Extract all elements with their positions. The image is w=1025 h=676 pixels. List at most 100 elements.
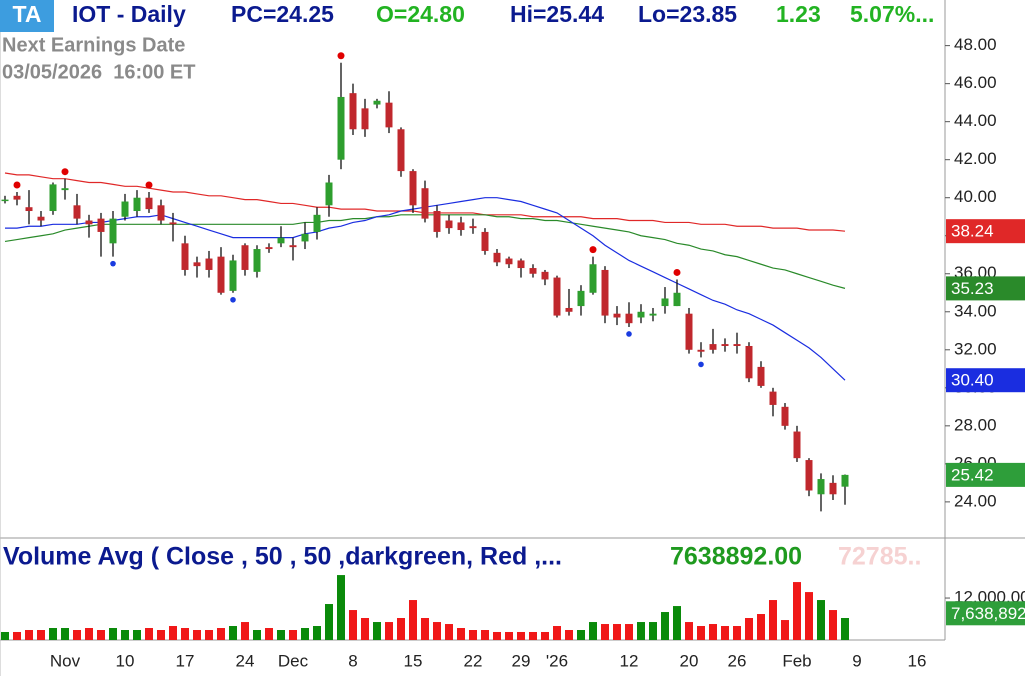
x-tick-label: 29 (512, 651, 531, 670)
swing-high-marker (589, 246, 597, 254)
volume-bar (793, 582, 801, 640)
x-tick-label: 15 (404, 651, 423, 670)
candle-body (589, 264, 597, 293)
candle-body (37, 216, 45, 221)
candle-body (133, 197, 141, 212)
volume-bar (385, 622, 393, 640)
volume-bar (421, 618, 429, 640)
volume-bar (301, 628, 309, 640)
volume-bar (337, 575, 345, 640)
badge[interactable] (0, 0, 54, 32)
volume-bar (661, 612, 669, 640)
candle-body (121, 201, 129, 217)
candle-body (1, 199, 9, 202)
y-tick-label: 28.00 (954, 415, 997, 434)
volume-bar (277, 630, 285, 640)
high: Hi=25.44 (510, 1, 604, 27)
candle-body (721, 344, 729, 346)
swing-high-marker (337, 52, 345, 60)
candle-body (457, 222, 465, 231)
candle-body (733, 344, 741, 346)
swing-low-marker (698, 361, 704, 368)
x-tick-label: 24 (236, 651, 255, 670)
x-tick-label: 17 (176, 651, 195, 670)
candle-body (145, 197, 153, 210)
candle-body (745, 345, 753, 379)
volume-bar (145, 628, 153, 640)
volume-bar (709, 624, 717, 640)
x-tick-label: 12 (620, 651, 639, 670)
x-tick-label: 10 (116, 651, 135, 670)
volume-bar (481, 630, 489, 640)
volume-bar (313, 626, 321, 640)
badge-text[interactable]: TA (13, 1, 42, 27)
candle-body (793, 431, 801, 459)
volume-bar (121, 630, 129, 640)
volume-bar (49, 628, 57, 640)
candle-body (685, 313, 693, 350)
candle-body (97, 218, 105, 232)
candle-body (697, 349, 705, 352)
volume-bar (181, 628, 189, 640)
candle-body (625, 313, 633, 324)
x-tick-label: 9 (852, 651, 861, 670)
candle-body (397, 129, 405, 172)
candle-body (241, 245, 249, 270)
x-tick-label: Feb (782, 651, 811, 670)
candle-body (385, 102, 393, 128)
swing-high-marker (13, 181, 21, 189)
volume-extra-value: 72785.. (838, 543, 921, 571)
volume-bar (349, 610, 357, 640)
candle-body (13, 195, 21, 200)
candle-body (277, 237, 285, 244)
y-tick-label: 46.00 (954, 73, 997, 92)
candle-body (325, 182, 333, 206)
volume-bar (409, 600, 417, 640)
volume-bar (61, 628, 69, 640)
volume-bar (745, 618, 753, 640)
volume-bar (325, 604, 333, 640)
earnings-date: 03/05/2026 16:00 ET (2, 61, 195, 83)
ma-tag (946, 368, 1025, 393)
close-tag (946, 462, 1025, 487)
volume-bar (613, 624, 621, 640)
volume-bar (265, 628, 273, 640)
candle-body (349, 93, 357, 130)
prev-close: PC=24.25 (231, 1, 334, 27)
candle-body (193, 262, 201, 267)
volume-bar (193, 630, 201, 640)
candle-body (661, 298, 669, 307)
volume-bar (637, 622, 645, 640)
ma-tag-label: 38.24 (951, 222, 994, 241)
volume-avg-value: 7638892.00 (670, 543, 802, 571)
candle-body (445, 220, 453, 229)
volume-bar (505, 631, 513, 640)
y-tick-label: 44.00 (954, 111, 997, 130)
candle-body (817, 479, 825, 495)
ma-tag (946, 276, 1025, 301)
candle-body (61, 188, 69, 191)
candle-body (529, 268, 537, 274)
earnings-label: Next Earnings Date (2, 34, 185, 56)
symbol: IOT - Daily (72, 1, 186, 27)
volume-bar (541, 631, 549, 640)
candle-body (289, 245, 297, 248)
volume-bar (673, 606, 681, 640)
volume-bar (649, 622, 657, 640)
candle-body (613, 313, 621, 318)
candle-body (841, 474, 849, 487)
volume-bar (457, 628, 465, 640)
volume-bar (157, 630, 165, 640)
volume-bar (781, 620, 789, 640)
candle-body (805, 460, 813, 491)
candle-body (217, 256, 225, 293)
candle-body (49, 184, 57, 212)
candle-body (85, 220, 93, 225)
candle-body (637, 311, 645, 318)
candle-body (361, 108, 369, 130)
candle-body (553, 277, 561, 316)
candle-body (709, 344, 717, 350)
volume-bar (13, 631, 21, 640)
